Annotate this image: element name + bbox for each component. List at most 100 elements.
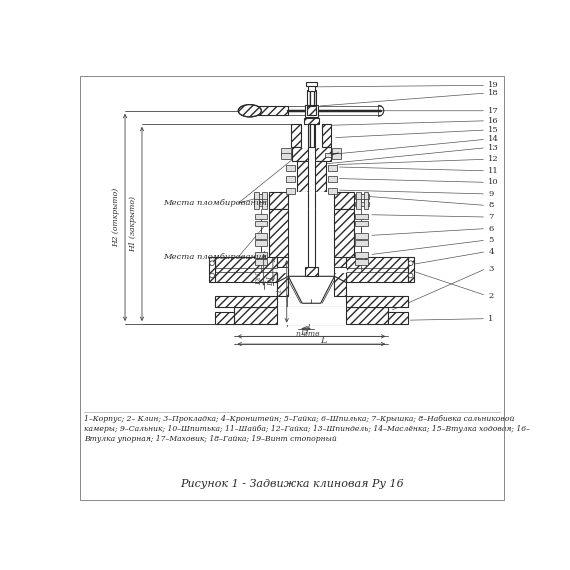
- Bar: [254, 200, 259, 209]
- Bar: [356, 200, 361, 209]
- Bar: [308, 209, 315, 267]
- Bar: [282, 148, 291, 154]
- Bar: [276, 257, 346, 268]
- Circle shape: [408, 261, 413, 266]
- Bar: [215, 312, 234, 324]
- Text: 7: 7: [488, 213, 494, 221]
- Bar: [254, 192, 259, 201]
- Bar: [355, 202, 369, 206]
- Text: 9: 9: [488, 190, 494, 198]
- Bar: [325, 153, 331, 157]
- Bar: [255, 240, 267, 246]
- Text: 18: 18: [488, 89, 499, 97]
- Bar: [304, 117, 319, 124]
- Text: L: L: [320, 336, 326, 345]
- Bar: [262, 192, 267, 201]
- Bar: [308, 267, 315, 296]
- Bar: [297, 161, 326, 192]
- Bar: [282, 153, 291, 159]
- Bar: [288, 192, 335, 209]
- Text: 6: 6: [488, 225, 494, 233]
- Bar: [308, 192, 315, 209]
- Bar: [308, 124, 315, 147]
- Text: t: t: [276, 288, 284, 292]
- Bar: [307, 106, 316, 115]
- Bar: [355, 221, 368, 226]
- Text: 10: 10: [488, 178, 499, 186]
- Bar: [307, 90, 316, 111]
- Text: 16: 16: [488, 117, 499, 125]
- Bar: [308, 86, 315, 92]
- Bar: [305, 104, 317, 117]
- Bar: [308, 161, 315, 192]
- Text: D1: D1: [267, 275, 275, 286]
- Bar: [346, 296, 408, 307]
- Text: 2: 2: [488, 291, 494, 300]
- Bar: [269, 209, 354, 267]
- Bar: [262, 200, 267, 209]
- Bar: [332, 153, 341, 159]
- Text: 12: 12: [488, 155, 499, 163]
- Bar: [355, 259, 368, 264]
- Bar: [288, 209, 335, 267]
- Bar: [209, 257, 215, 283]
- Text: 19: 19: [488, 82, 499, 89]
- Bar: [242, 106, 288, 115]
- Circle shape: [408, 273, 413, 278]
- Bar: [292, 147, 331, 161]
- Bar: [328, 165, 337, 171]
- Text: 8: 8: [488, 201, 494, 209]
- Text: n отв: n отв: [296, 330, 319, 338]
- Text: d: d: [305, 324, 310, 332]
- Bar: [291, 124, 300, 147]
- Text: 4: 4: [488, 247, 494, 256]
- Bar: [234, 307, 388, 324]
- Bar: [346, 257, 408, 283]
- Bar: [306, 82, 317, 86]
- Bar: [276, 267, 346, 296]
- Bar: [286, 176, 295, 182]
- Bar: [308, 147, 315, 161]
- Text: 11: 11: [488, 167, 499, 175]
- Text: Втулка упорная; 17–Маховик; 18–Гайка; 19–Винт стопорный: Втулка упорная; 17–Маховик; 18–Гайка; 19…: [84, 435, 337, 443]
- Circle shape: [210, 261, 214, 266]
- Bar: [355, 253, 368, 258]
- Bar: [255, 214, 267, 219]
- Bar: [276, 272, 346, 283]
- Bar: [286, 188, 295, 194]
- Text: 3: 3: [488, 264, 494, 272]
- Text: DN: DN: [255, 272, 263, 285]
- Polygon shape: [288, 276, 335, 303]
- Text: Места пломбирования: Места пломбирования: [163, 199, 267, 207]
- Bar: [364, 200, 368, 209]
- Bar: [388, 312, 408, 324]
- Text: камеры; 9–Сальник; 10–Шпитька; 11–Шайба; 12–Гайка; 13–Шпиндель; 14–Маслёнка; 15–: камеры; 9–Сальник; 10–Шпитька; 11–Шайба;…: [84, 425, 530, 433]
- Bar: [276, 307, 346, 324]
- Text: Н1 (закрыто): Н1 (закрыто): [129, 196, 137, 252]
- Bar: [269, 192, 354, 209]
- Bar: [300, 124, 322, 147]
- Text: Рисунок 1 - Задвижка клиновая Ру 16: Рисунок 1 - Задвижка клиновая Ру 16: [180, 479, 404, 489]
- Bar: [322, 124, 331, 147]
- Ellipse shape: [238, 104, 261, 117]
- Bar: [288, 267, 335, 296]
- Text: 14: 14: [488, 135, 499, 143]
- Text: 5: 5: [488, 236, 494, 244]
- Bar: [355, 194, 369, 198]
- Bar: [332, 148, 341, 154]
- Bar: [255, 253, 267, 258]
- Text: D: D: [300, 328, 307, 337]
- Bar: [408, 257, 414, 283]
- Bar: [355, 214, 368, 219]
- Bar: [276, 268, 346, 272]
- Bar: [286, 165, 295, 171]
- Bar: [364, 192, 368, 201]
- Bar: [305, 267, 317, 276]
- Bar: [215, 296, 276, 307]
- Text: 1: 1: [488, 315, 494, 323]
- Bar: [328, 188, 337, 194]
- Circle shape: [210, 273, 214, 278]
- Text: Места пломбирования: Места пломбирования: [163, 253, 267, 261]
- Bar: [328, 176, 337, 182]
- Bar: [215, 257, 276, 283]
